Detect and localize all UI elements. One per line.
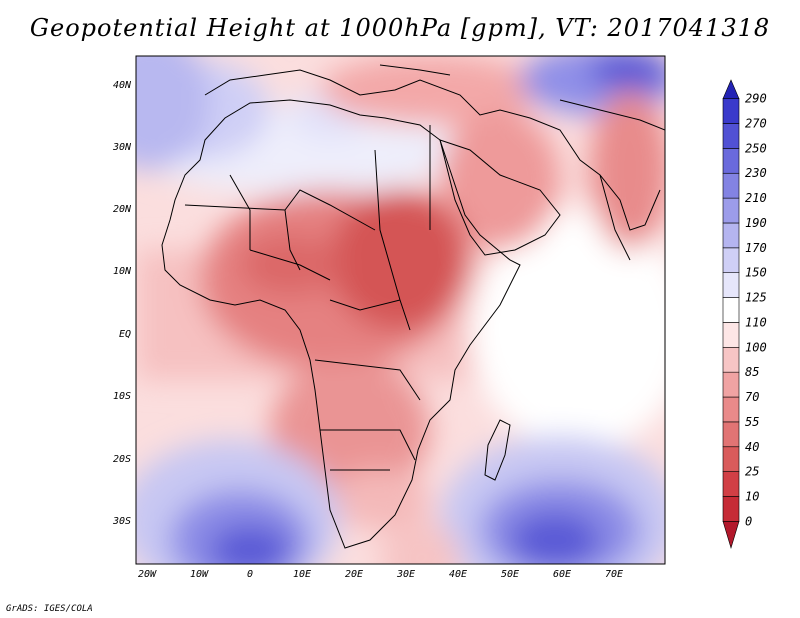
- colorbar-segment: [722, 297, 740, 323]
- plot-title: Geopotential Height at 1000hPa [gpm], VT…: [29, 14, 771, 42]
- colorbar-segment: [722, 272, 740, 298]
- geopotential-field: [136, 56, 665, 564]
- lon-label: 20W: [138, 569, 157, 580]
- lon-label: 40E: [449, 569, 467, 580]
- colorbar-label: 0: [745, 514, 752, 528]
- lat-label: EQ: [119, 329, 131, 340]
- colorbar-segment: [722, 123, 740, 149]
- colorbar-label: 110: [745, 315, 767, 329]
- lon-label: 30E: [396, 569, 415, 580]
- lon-label: 20E: [345, 569, 363, 580]
- lon-label: 70E: [605, 569, 623, 580]
- lon-label: 60E: [553, 569, 571, 580]
- colorbar-label: 100: [745, 340, 767, 354]
- colorbar-label: 10: [745, 489, 759, 503]
- colorbar-segment: [722, 396, 740, 423]
- lat-label: 30S: [112, 516, 131, 527]
- colorbar-segment: [722, 346, 740, 373]
- colorbar-segment: [722, 371, 740, 398]
- colorbar-segment: [722, 98, 740, 124]
- colorbar-label: 230: [745, 166, 767, 180]
- colorbar-segment: [722, 79, 740, 99]
- lon-label: 10W: [190, 569, 209, 580]
- colorbar-segment: [722, 247, 740, 274]
- colorbar-label: 210: [745, 191, 767, 205]
- colorbar-segment: [722, 421, 740, 448]
- colorbar-label: 70: [745, 390, 759, 404]
- colorbar-segment: [722, 197, 740, 224]
- colorbar-segment: [722, 322, 740, 348]
- colorbar-label: 25: [745, 465, 759, 479]
- lat-label: 40N: [113, 80, 132, 91]
- colorbar-label: 250: [745, 141, 767, 155]
- colorbar-segment: [722, 521, 740, 550]
- lon-label: 10E: [293, 569, 311, 580]
- colorbar-segment: [722, 148, 740, 174]
- lon-axis: 20W 10W 0 10E 20E 30E 40E 50E 60E 70E: [138, 569, 623, 580]
- colorbar-label: 170: [745, 241, 767, 255]
- colorbar-label: 85: [745, 365, 759, 379]
- colorbar-segment: [722, 222, 740, 249]
- colorbar-label: 55: [745, 415, 759, 429]
- colorbar-label: 40: [745, 440, 759, 454]
- colorbar-segment: [722, 496, 740, 522]
- lon-label: 0: [247, 569, 253, 580]
- credit-text: GrADS: IGES/COLA: [6, 604, 93, 614]
- colorbar-label: 270: [745, 117, 767, 131]
- colorbar-label: 150: [745, 266, 767, 280]
- coastlines: [161, 64, 665, 549]
- lat-label: 20S: [113, 454, 131, 465]
- colorbar-label: 290: [745, 92, 767, 106]
- lat-label: 30N: [112, 142, 132, 153]
- lat-label: 10S: [113, 391, 131, 402]
- map-frame: [135, 55, 666, 565]
- lon-label: 50E: [501, 569, 519, 580]
- colorbar-label: 125: [745, 291, 767, 305]
- colorbar-label: 190: [745, 216, 767, 230]
- colorbar: 0 10 25 40 55 70 85 100 110 125 150 170 190 210 230 250…: [722, 79, 767, 550]
- colorbar-segment: [722, 446, 740, 472]
- lat-axis: 40N 30N 20N 10N EQ 10S 20S 30S: [112, 80, 132, 527]
- colorbar-segment: [722, 471, 740, 497]
- colorbar-segment: [722, 172, 740, 199]
- lat-label: 10N: [113, 266, 132, 277]
- lat-label: 20N: [113, 204, 132, 215]
